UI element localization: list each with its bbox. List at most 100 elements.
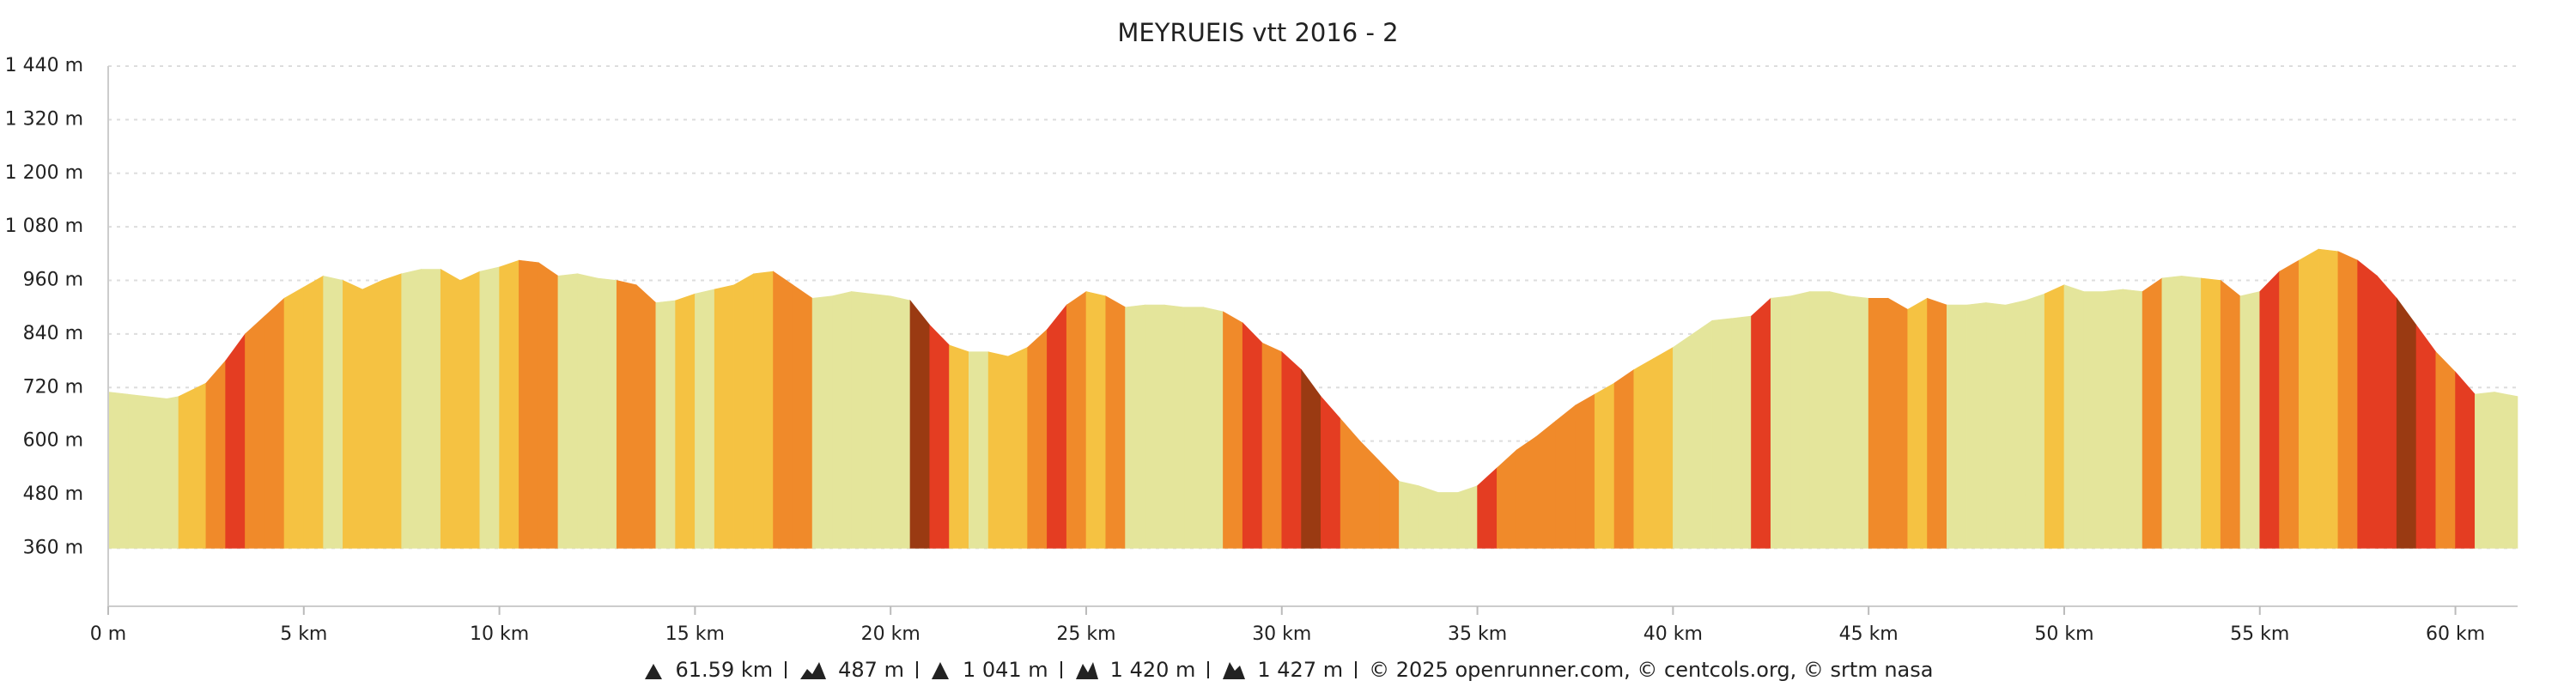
elevation-segment bbox=[1066, 290, 1087, 549]
y-tick-label: 1 320 m bbox=[5, 108, 83, 130]
x-tick-label: 20 km bbox=[861, 623, 920, 645]
separator bbox=[1060, 661, 1062, 678]
credits: © 2025 openrunner.com, © centcols.org, ©… bbox=[1369, 658, 1934, 682]
elevation-segment bbox=[2357, 259, 2378, 549]
elevation-segment bbox=[1457, 485, 1478, 549]
x-tick-label: 5 km bbox=[280, 623, 327, 645]
y-tick-label: 360 m bbox=[23, 537, 83, 558]
elevation-segment bbox=[1653, 346, 1674, 549]
elevation-segment bbox=[1946, 304, 1967, 549]
elevation-segment bbox=[2494, 392, 2518, 549]
elevation-segment bbox=[1516, 435, 1537, 549]
elevation-segment bbox=[890, 295, 911, 549]
separator bbox=[1355, 661, 1358, 678]
elevation-segment bbox=[479, 266, 500, 549]
elevation-segment bbox=[1829, 291, 1850, 549]
separator bbox=[1207, 661, 1210, 678]
chart-title: MEYRUEIS vtt 2016 - 2 bbox=[1117, 18, 1398, 47]
elevation-segment bbox=[871, 293, 891, 549]
elevation-segment bbox=[440, 269, 461, 549]
elevation-segment bbox=[1692, 319, 1713, 549]
elevation-segment bbox=[459, 271, 481, 549]
elevation-segment bbox=[2103, 289, 2123, 549]
x-tick-label: 40 km bbox=[1643, 623, 1703, 645]
elevation-segment bbox=[381, 273, 402, 549]
elevation-segment bbox=[1183, 307, 1204, 549]
ascent-icon bbox=[800, 662, 827, 679]
elevation-segment bbox=[2005, 300, 2026, 549]
chart: MEYRUEIS vtt 2016 - 2 360 m 480 m 600 m 720… bbox=[5, 18, 2518, 645]
elevation-segment bbox=[1673, 333, 1693, 549]
elevation-segment bbox=[1223, 311, 1243, 549]
elevation-segment bbox=[1027, 329, 1048, 549]
elevation-segment bbox=[2025, 293, 2045, 549]
elevation-segment bbox=[2181, 275, 2202, 549]
elevation-segment bbox=[1555, 404, 1576, 549]
y-tick-label: 480 m bbox=[23, 483, 83, 505]
elevation-segment bbox=[557, 273, 579, 549]
distance-icon bbox=[644, 664, 662, 679]
elevation-segment bbox=[1927, 297, 1947, 549]
elevation-segment bbox=[2377, 275, 2397, 549]
elevation-segment bbox=[127, 393, 167, 549]
x-tick-label: 45 km bbox=[1839, 623, 1899, 645]
elevation-segment bbox=[1751, 297, 1771, 549]
x-tick-label: 25 km bbox=[1056, 623, 1115, 645]
elevation-segment bbox=[2161, 275, 2182, 549]
stat-distance: 61.59 km bbox=[675, 658, 774, 682]
separator bbox=[785, 661, 787, 678]
elevation-segment bbox=[538, 262, 559, 549]
descent-icon bbox=[1223, 662, 1246, 679]
elevation-segment bbox=[851, 291, 872, 549]
elevation-segment bbox=[616, 280, 637, 549]
y-tick-label: 1 200 m bbox=[5, 162, 83, 184]
elevation-segment bbox=[1535, 420, 1556, 549]
x-tick-label: 10 km bbox=[470, 623, 529, 645]
elevation-segment bbox=[343, 280, 363, 549]
elevation-segment bbox=[323, 275, 343, 549]
elevation-segment bbox=[421, 269, 441, 549]
elevation-segment bbox=[167, 396, 179, 549]
elevation-segment bbox=[792, 284, 813, 549]
elevation-segment bbox=[1770, 295, 1791, 549]
elevation-segment bbox=[1437, 492, 1459, 549]
elevation-segment bbox=[2259, 271, 2280, 549]
stat-min: 1 041 m bbox=[962, 658, 1048, 682]
elevation-segment bbox=[1163, 304, 1185, 549]
elevation-segment bbox=[225, 332, 246, 549]
elevation-segment bbox=[1399, 481, 1419, 549]
x-tick-label: 35 km bbox=[1448, 623, 1507, 645]
elevation-segment bbox=[929, 324, 950, 549]
elevation-segment bbox=[2239, 291, 2261, 549]
max-alt-icon bbox=[1075, 662, 1098, 679]
elevation-segment bbox=[675, 293, 696, 549]
elevation-segment bbox=[987, 351, 1009, 549]
x-tick-label: 30 km bbox=[1252, 623, 1311, 645]
elevation-segment bbox=[969, 351, 989, 549]
elevation-segment bbox=[811, 295, 833, 549]
elevation-segment bbox=[303, 275, 324, 549]
elevation-segment bbox=[2337, 251, 2358, 549]
elevation-segment bbox=[2435, 350, 2456, 549]
elevation-segment bbox=[1340, 417, 1361, 549]
elevation-segment bbox=[909, 300, 931, 549]
elevation-segment bbox=[2201, 277, 2221, 549]
elevation-segment bbox=[1085, 291, 1107, 549]
elevation-segment bbox=[1575, 393, 1595, 549]
elevation-segment bbox=[949, 344, 969, 549]
elevation-segment bbox=[1613, 368, 1635, 549]
elevation-segment bbox=[714, 284, 735, 549]
elevation-segment bbox=[2063, 284, 2085, 549]
elevation-segment bbox=[2318, 248, 2339, 549]
elevation-segment bbox=[773, 271, 793, 549]
elevation-segment bbox=[2396, 297, 2417, 549]
elevation-segment bbox=[264, 297, 285, 549]
y-tick-label: 720 m bbox=[23, 376, 83, 398]
x-tick-label: 0 m bbox=[90, 623, 126, 645]
elevation-segment bbox=[1633, 357, 1654, 549]
elevation-segment bbox=[1985, 302, 2006, 549]
x-tick-label: 60 km bbox=[2426, 623, 2485, 645]
elevation-segment bbox=[1047, 304, 1067, 549]
elevation-segment bbox=[655, 300, 676, 549]
